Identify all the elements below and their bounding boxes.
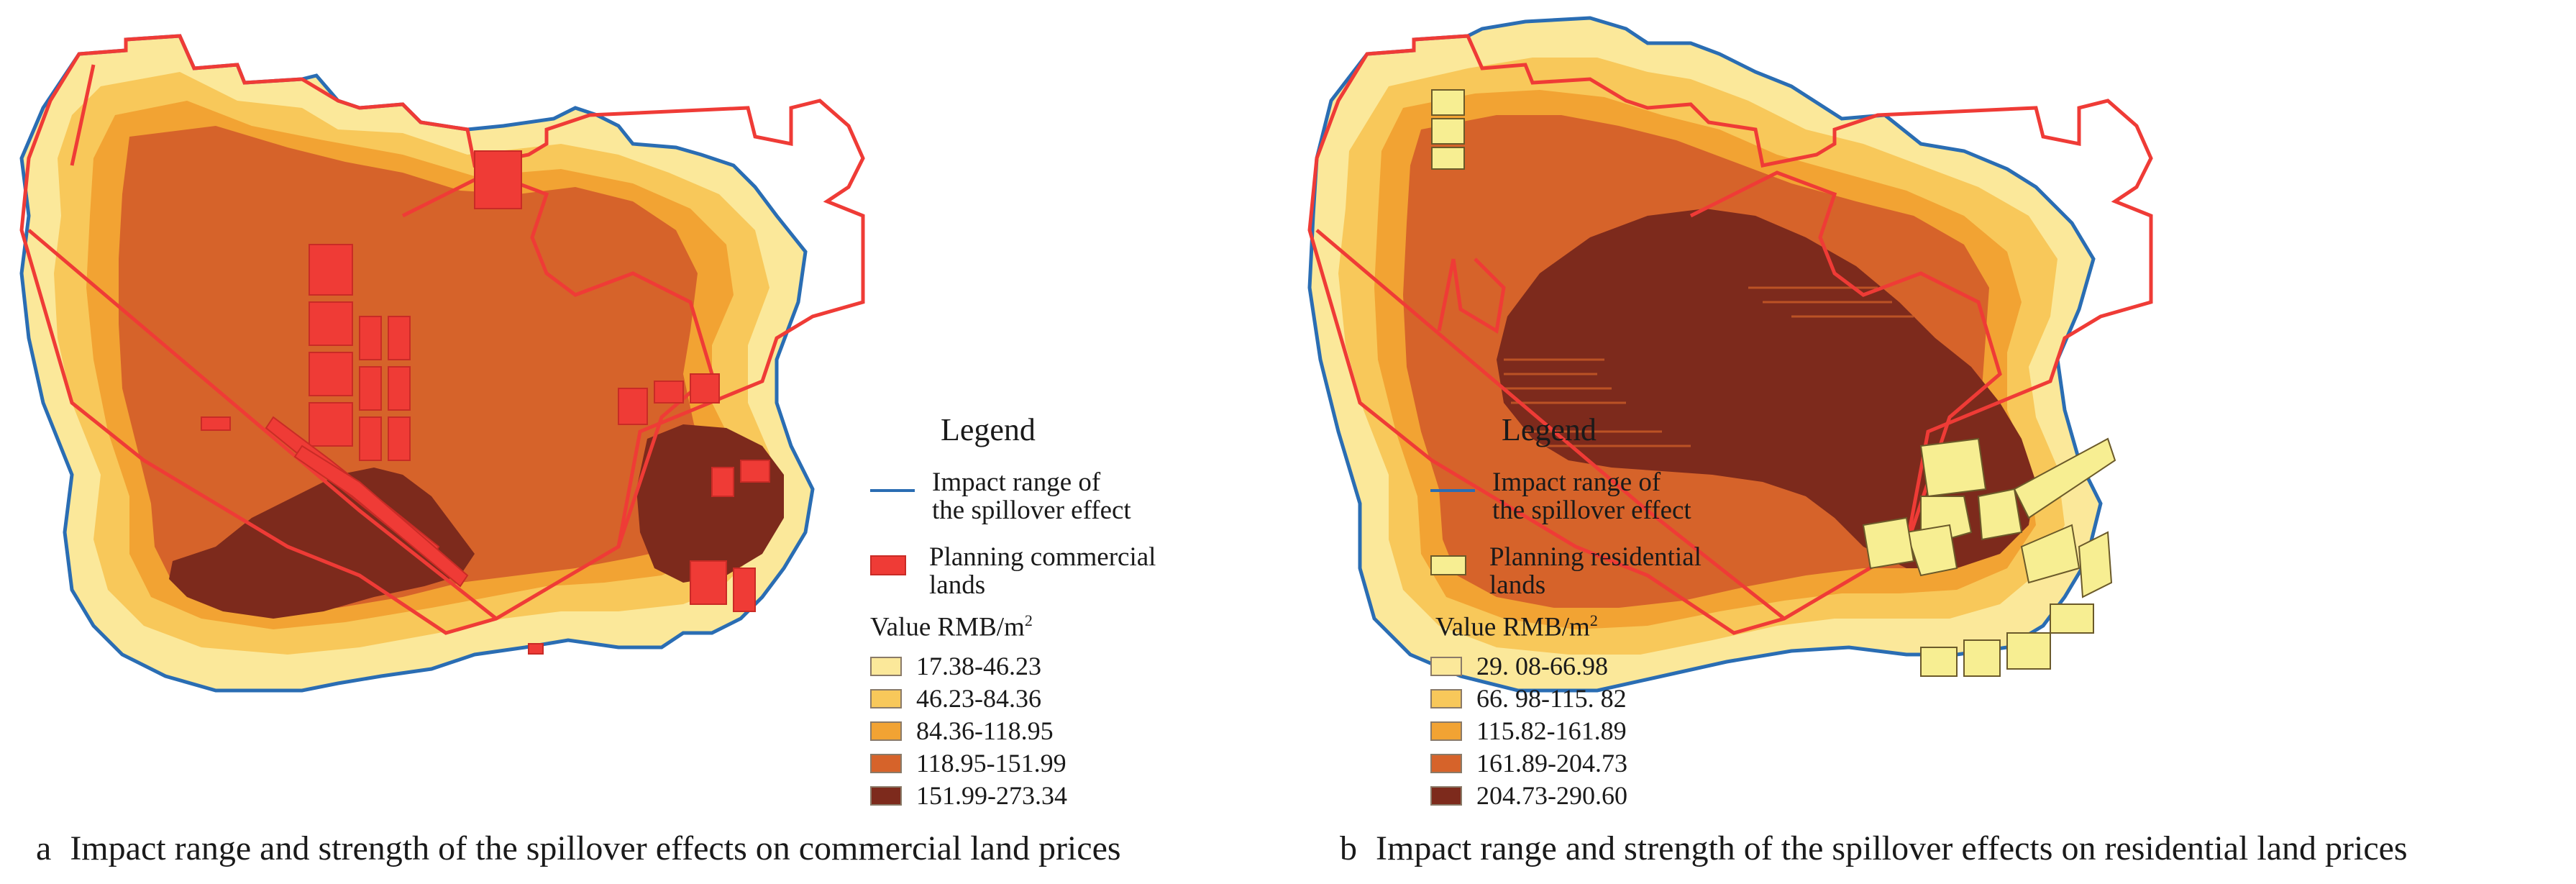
transition-hatching xyxy=(1504,286,1914,447)
panel-a: Legend Impact range of the spillover eff… xyxy=(19,34,1156,867)
planning-boundary xyxy=(1307,34,2153,635)
value-unit-label: Value RMB/m2 xyxy=(1435,611,1598,642)
swatch-class-2 xyxy=(870,689,902,708)
legend-impact-range: Impact range of the spillover effect xyxy=(1430,468,1691,525)
class-row-2: 46.23-84.36 xyxy=(870,683,1041,714)
legend-planning-lands: Planning commercial lands xyxy=(870,542,1156,600)
zone-class-5 xyxy=(1497,209,2036,568)
swatch-class-1 xyxy=(1430,657,1462,676)
legend-line-label-2: the spillover effect xyxy=(1492,495,1691,525)
class-row-5: 151.99-273.34 xyxy=(870,780,1067,811)
red-fill-rectangle-icon xyxy=(870,555,906,575)
panel-b: Legend Impact range of the spillover eff… xyxy=(1288,0,2576,884)
legend-patch-label-1: Planning residential xyxy=(1489,542,1702,572)
zone-class-5-southwest xyxy=(169,468,475,619)
value-unit-label: Value RMB/m2 xyxy=(870,611,1033,642)
class-row-2: 66. 98-115. 82 xyxy=(1430,683,1627,714)
legend-line-label-1: Impact range of xyxy=(932,468,1101,497)
class-row-3: 84.36-118.95 xyxy=(870,716,1054,746)
class-row-5: 204.73-290.60 xyxy=(1430,780,1627,811)
legend-impact-range: Impact range of the spillover effect xyxy=(870,468,1131,525)
caption-a: a Impact range and strength of the spillo… xyxy=(36,829,1121,867)
blue-line-symbol xyxy=(870,489,915,492)
zone-class-4 xyxy=(119,126,719,611)
legend-title: Legend xyxy=(941,412,1036,447)
swatch-class-5 xyxy=(1430,786,1462,806)
legend-patch-label-2: lands xyxy=(1489,570,1546,600)
class-row-1: 17.38-46.23 xyxy=(870,651,1041,681)
swatch-class-4 xyxy=(870,754,902,773)
class-row-4: 161.89-204.73 xyxy=(1430,748,1627,778)
yellow-fill-rectangle-icon xyxy=(1430,555,1466,575)
legend-line-label-1: Impact range of xyxy=(1492,468,1661,497)
legend-patch-label-2: lands xyxy=(929,570,986,600)
class-row-1: 29. 08-66.98 xyxy=(1430,651,1608,681)
swatch-class-3 xyxy=(1430,721,1462,741)
swatch-class-2 xyxy=(1430,689,1462,708)
legend-line-label-2: the spillover effect xyxy=(932,495,1131,525)
caption-b: b Impact range and strength of the spillo… xyxy=(1340,829,2408,867)
map-residential-spillover xyxy=(1307,16,2153,693)
commercial-parcels xyxy=(201,150,770,655)
swatch-class-3 xyxy=(870,721,902,741)
map-commercial-spillover xyxy=(19,34,865,693)
class-row-4: 118.95-151.99 xyxy=(870,748,1067,778)
legend-title: Legend xyxy=(1502,412,1597,447)
legend-planning-lands: Planning residential lands xyxy=(1430,542,1702,600)
swatch-class-4 xyxy=(1430,754,1462,773)
blue-line-symbol xyxy=(1430,489,1475,492)
residential-parcels xyxy=(1431,89,2116,677)
legend-patch-label-1: Planning commercial xyxy=(929,542,1156,572)
class-row-3: 115.82-161.89 xyxy=(1430,716,1627,746)
swatch-class-5 xyxy=(870,786,902,806)
swatch-class-1 xyxy=(870,657,902,676)
